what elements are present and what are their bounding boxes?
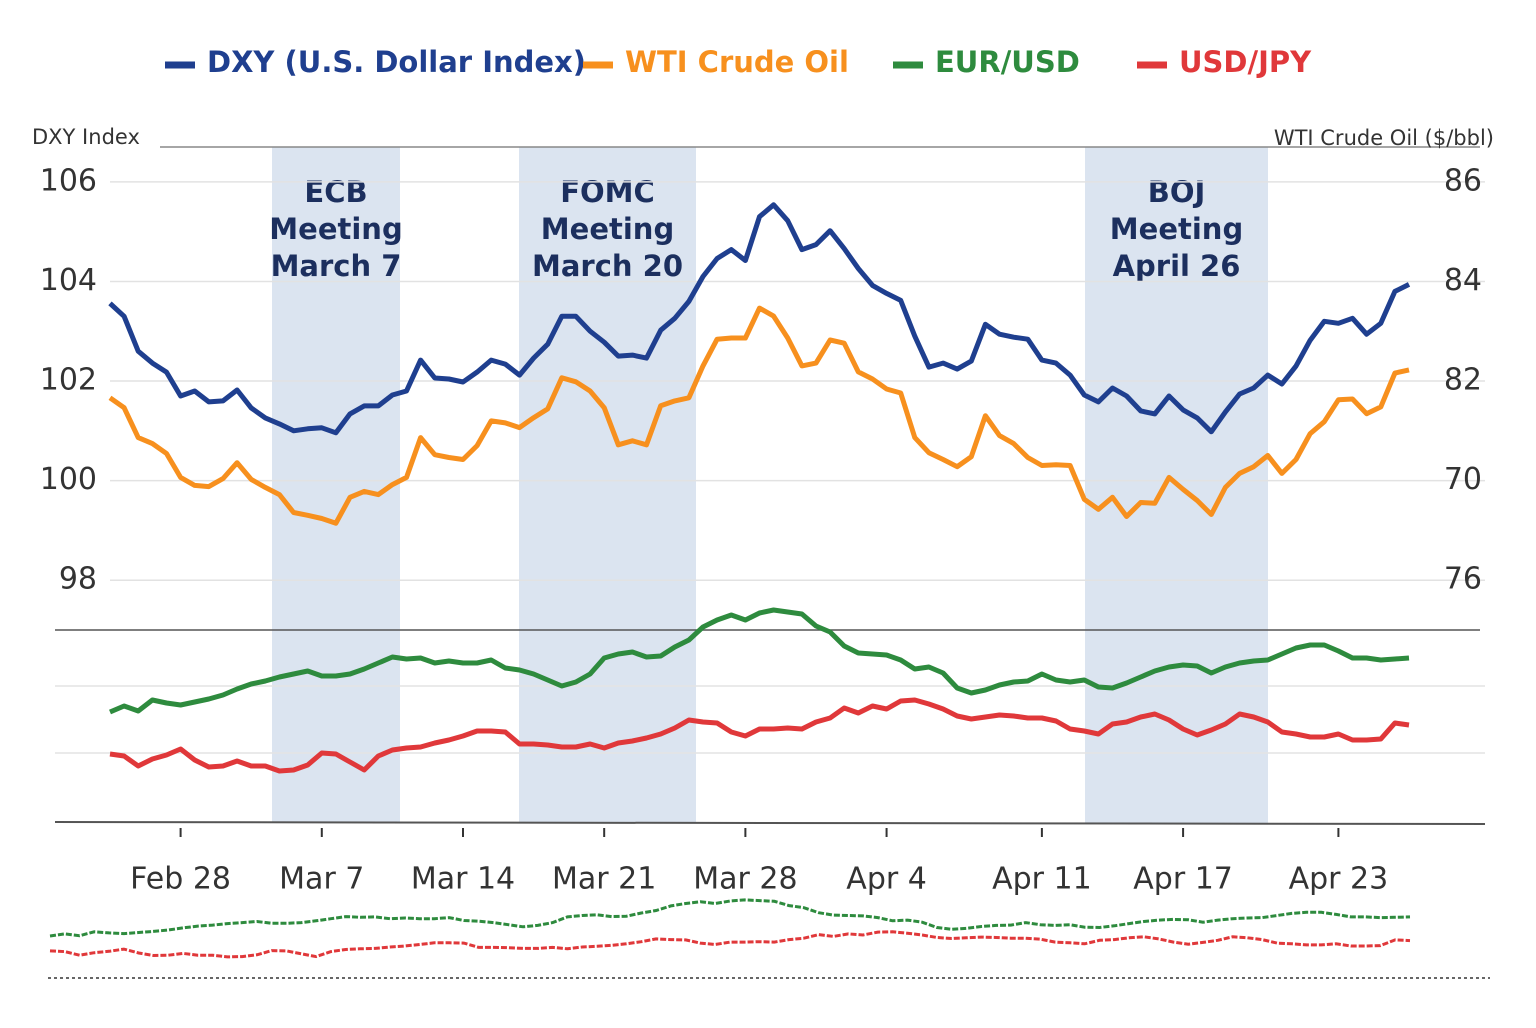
event-label: Meeting <box>1110 212 1243 246</box>
event-label: FOMC <box>560 175 655 209</box>
x-tick-label: Apr 23 <box>1289 862 1389 897</box>
legend-label: USD/JPY <box>1179 45 1312 79</box>
y2-tick-label: 86 <box>1444 163 1482 198</box>
event-band <box>272 147 400 823</box>
y-tick-label: 100 <box>40 462 97 497</box>
y-axis-label: DXY Index <box>32 125 140 149</box>
event-label: March 20 <box>532 249 683 283</box>
y2-tick-label: 76 <box>1444 562 1482 597</box>
event-bands <box>272 147 1268 823</box>
event-band <box>519 147 696 823</box>
y2-tick-label: 82 <box>1444 363 1482 398</box>
x-tick-label: Mar 21 <box>552 862 656 897</box>
event-label: Meeting <box>269 212 402 246</box>
x-tick-label: Mar 14 <box>411 862 515 897</box>
x-tick-label: Mar 7 <box>279 862 364 897</box>
event-label: April 26 <box>1113 249 1241 283</box>
event-label: ECB <box>304 175 367 209</box>
y-tick-label: 106 <box>40 163 97 198</box>
series-line <box>109 697 1410 774</box>
event-label: Meeting <box>541 212 674 246</box>
y-tick-label: 98 <box>59 562 97 597</box>
x-tick-label: Apr 4 <box>846 862 927 897</box>
x-tick-label: Apr 17 <box>1133 862 1233 897</box>
legend-label: EUR/USD <box>935 45 1080 79</box>
series-line <box>108 202 1411 436</box>
y-tick-label: 102 <box>40 363 97 398</box>
x-tick-label: Apr 11 <box>992 862 1092 897</box>
series-line <box>109 607 1410 715</box>
y2-tick-label: 70 <box>1444 462 1482 497</box>
y2-axis-label: WTI Crude Oil ($/bbl) <box>1274 126 1494 150</box>
overview-line <box>49 898 1411 938</box>
overview-line <box>49 930 1411 959</box>
x-tick-label: Feb 28 <box>130 862 231 897</box>
event-label: BOJ <box>1148 175 1206 209</box>
y-tick-label: 104 <box>40 263 97 298</box>
x-axis <box>54 821 1486 825</box>
y2-tick-label: 84 <box>1444 263 1482 298</box>
legend-label: DXY (U.S. Dollar Index) <box>207 45 586 79</box>
series-line <box>108 305 1410 526</box>
legend-label: WTI Crude Oil <box>625 45 849 79</box>
x-tick-label: Mar 28 <box>693 862 797 897</box>
event-label: March 7 <box>271 249 402 283</box>
